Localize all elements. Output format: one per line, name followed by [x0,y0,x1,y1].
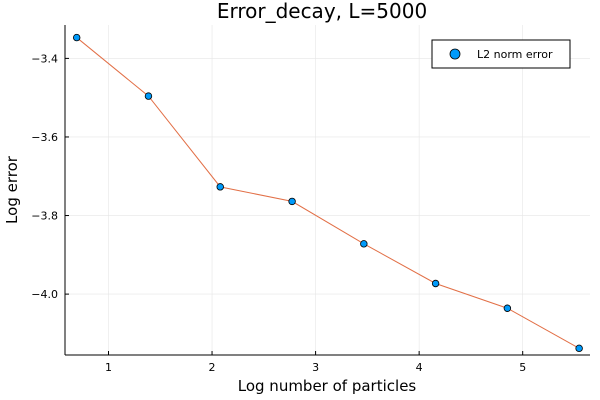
legend-label: L2 norm error [477,48,553,61]
x-ticks: 1 2 3 4 5 [105,351,526,374]
x-tick-label: 4 [416,361,423,374]
x-axis-label: Log number of particles [238,377,417,395]
data-point [360,240,368,248]
grid [65,25,590,355]
chart-title: Error_decay, L=5000 [217,0,427,23]
y-tick-label: −3.8 [31,210,58,223]
legend-marker [449,48,461,60]
y-tick-label: −3.4 [31,52,58,65]
data-point [216,183,224,191]
x-tick-label: 1 [105,361,112,374]
data-point [575,344,583,353]
y-tick-label: −3.6 [31,131,58,144]
y-ticks: −4.0 −3.8 −3.6 −3.4 [31,52,69,301]
data-point [144,92,153,100]
x-tick-label: 5 [519,361,526,374]
data-point [73,33,81,42]
series-points [73,33,583,353]
series-line [76,37,580,349]
x-tick-label: 2 [209,361,216,374]
data-point [503,304,512,312]
legend: L2 norm error [431,39,571,69]
x-tick-label: 3 [312,361,319,374]
y-tick-label: −4.0 [31,288,58,301]
series-lines [76,37,580,349]
y-axis-label: Log error [3,155,21,224]
data-point [431,279,440,288]
plot-frame [65,25,590,355]
data-point [288,197,296,206]
